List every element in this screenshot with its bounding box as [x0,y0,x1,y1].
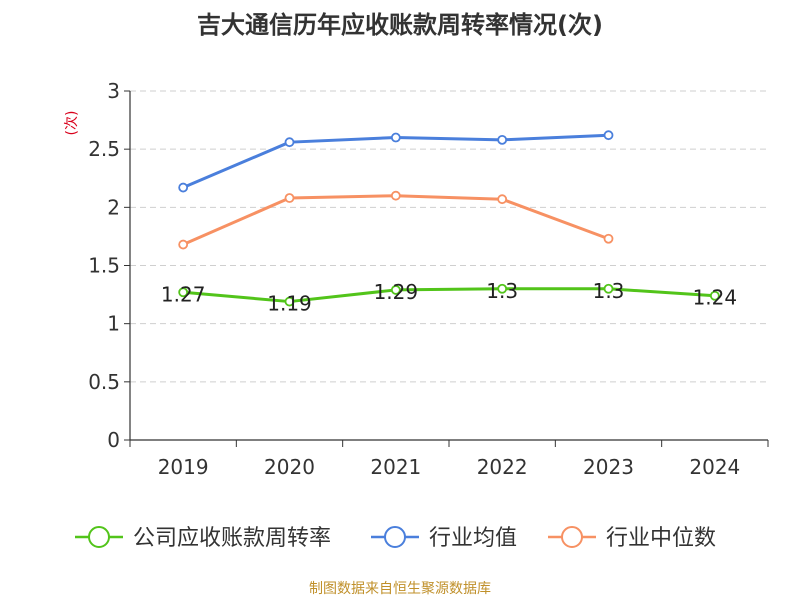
x-tick-label: 2019 [158,455,209,479]
legend-marker [384,526,406,548]
data-point [284,193,295,203]
series-line [182,133,609,189]
data-point [390,132,401,143]
data-point [709,290,720,301]
data-point [284,296,295,307]
y-tick-label: 0 [107,428,120,452]
data-label: 1.3 [486,279,518,303]
legend-marker [561,526,583,548]
x-tick-label: 2020 [264,455,315,479]
series-layer: 1.27 1.19 1.29 1.3 1.3 1.24 [161,130,737,316]
grid [130,90,768,383]
data-point [603,283,614,294]
legend-item: 公司应收账款周转率 [75,526,331,551]
y-tick-label: 2.5 [88,137,120,161]
data-point [497,194,508,205]
legend-marker [88,526,110,548]
series-1 [178,130,614,193]
data-label: 1.24 [693,286,738,310]
y-tick-label: 1.5 [88,254,120,278]
series-0: 1.27 1.19 1.29 1.3 1.3 1.24 [161,279,737,316]
data-point [178,239,189,250]
x-tick-label: 2023 [583,455,634,479]
legend-item: 行业均值 [371,526,517,551]
x-tick-label: 2022 [477,455,528,479]
y-tick-label: 2 [107,195,120,219]
y-tick-label: 1 [107,312,120,336]
data-point [390,190,401,201]
x-tick-label: 2021 [370,455,421,479]
y-tick-label: 0.5 [88,370,120,394]
chart-title: 吉大通信历年应收账款周转率情况(次) [197,11,603,39]
legend-label: 公司应收账款周转率 [133,526,331,551]
legend-label: 行业中位数 [606,526,716,551]
source-note: 制图数据来自恒生聚源数据库 [309,581,491,597]
data-label: 1.19 [267,292,312,316]
data-point [603,233,614,244]
series-2 [178,190,614,250]
series-line [182,194,610,246]
data-label: 1.29 [374,280,419,304]
data-point [497,134,508,145]
y-tick-label: 3 [107,79,120,103]
axes: 0 0.5 1 1.5 2 2.5 3 2019 2020 2021 2022 2023 2024 [88,79,769,479]
data-point [284,137,295,148]
data-point [390,285,401,295]
data-point [497,283,508,294]
data-point [178,182,189,193]
data-label: 1.27 [161,282,206,306]
y-axis-label: (次) [64,111,80,136]
data-point [603,130,614,141]
series-line [183,287,715,304]
x-tick-label: 2024 [689,455,740,479]
data-point [178,287,189,298]
legend-item: 行业中位数 [548,526,716,551]
legend-label: 行业均值 [429,526,517,551]
data-label: 1.3 [593,279,625,303]
legend: 公司应收账款周转率 行业均值 行业中位数 [75,526,716,551]
